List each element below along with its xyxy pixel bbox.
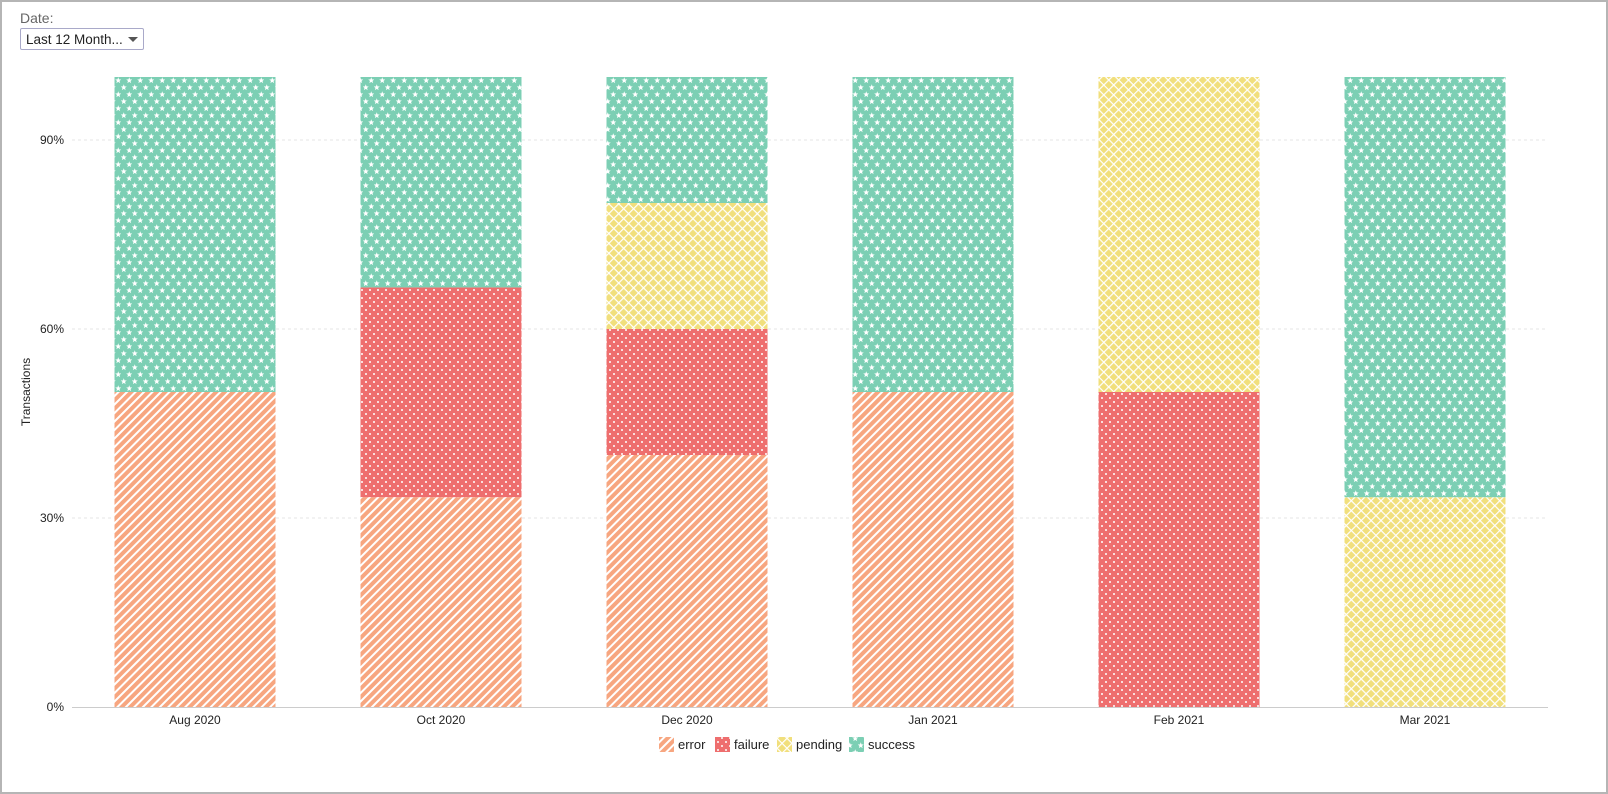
legend-label: pending: [796, 737, 842, 752]
bar-pending[interactable]: [606, 203, 768, 329]
legend-item-failure[interactable]: failure: [715, 737, 769, 752]
legend-item-success[interactable]: success: [849, 737, 915, 752]
x-tick-label: Dec 2020: [661, 713, 713, 727]
x-tick-label: Mar 2021: [1400, 713, 1451, 727]
chevron-down-icon: [128, 37, 138, 42]
bar-pending[interactable]: [1098, 77, 1260, 392]
x-tick-label: Feb 2021: [1154, 713, 1205, 727]
bar-error[interactable]: [852, 392, 1014, 707]
bar-success[interactable]: [114, 77, 276, 392]
bar-error[interactable]: [360, 497, 522, 707]
bar-failure[interactable]: [1098, 392, 1260, 707]
bar-error[interactable]: [114, 392, 276, 707]
y-tick-label: 60%: [40, 322, 64, 336]
date-filter-value: Last 12 Month...: [26, 32, 123, 47]
bar-success[interactable]: [1344, 77, 1506, 498]
legend-item-error[interactable]: error: [659, 737, 706, 752]
bar-failure[interactable]: [360, 287, 522, 498]
bar-failure[interactable]: [606, 329, 768, 455]
bar-success[interactable]: [360, 77, 522, 288]
bar-success[interactable]: [852, 77, 1014, 392]
y-tick-label: 0%: [47, 700, 65, 714]
y-tick-label: 90%: [40, 133, 64, 147]
y-axis-label: Transactions: [19, 358, 33, 426]
legend-label: error: [678, 737, 706, 752]
legend-item-pending[interactable]: pending: [777, 737, 842, 752]
legend-swatch: [715, 737, 730, 752]
x-tick-label: Jan 2021: [908, 713, 958, 727]
legend-swatch: [849, 737, 864, 752]
x-tick-label: Aug 2020: [169, 713, 221, 727]
legend-label: failure: [734, 737, 769, 752]
date-filter-label: Date:: [20, 10, 54, 26]
y-tick-label: 30%: [40, 511, 64, 525]
legend-label: success: [868, 737, 915, 752]
bar-success[interactable]: [606, 77, 768, 203]
legend-swatch: [777, 737, 792, 752]
x-tick-label: Oct 2020: [417, 713, 466, 727]
bar-error[interactable]: [606, 455, 768, 707]
legend-swatch: [659, 737, 674, 752]
bar-pending[interactable]: [1344, 497, 1506, 707]
date-filter-select[interactable]: Last 12 Month...: [20, 28, 144, 50]
